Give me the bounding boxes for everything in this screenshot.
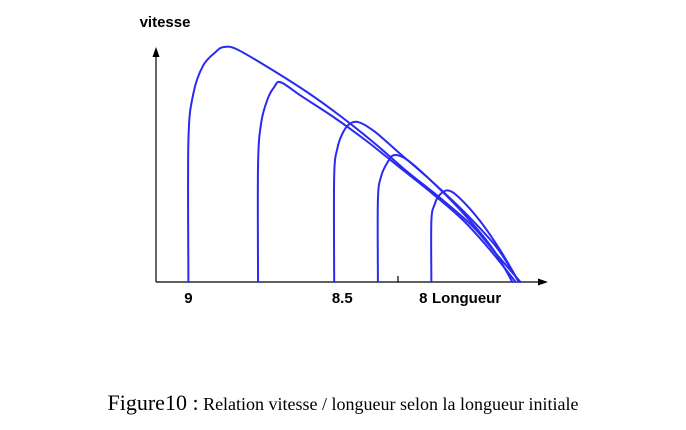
chart-axes [152,47,548,286]
y-axis-arrowhead [152,47,160,57]
figure-caption-text: Relation vitesse / longueur selon la lon… [198,394,579,414]
figure-number: Figure10 : [107,390,199,415]
series-curve-5 [430,189,520,283]
series-curve-2 [256,80,517,283]
x-tick-label-1: 9 [184,290,192,307]
x-axis-arrowhead [538,278,548,286]
series-curve-4 [376,154,514,283]
speed-length-chart: vitesse Longueur 9 8.5 8 [140,14,548,307]
series-curve-3 [332,120,520,283]
chart-curves [187,45,522,283]
series-curve-1 [187,45,522,283]
x-tick-label-2: 8.5 [332,290,353,307]
x-axis-label: Longueur [432,290,501,307]
y-axis-label: vitesse [140,14,191,31]
x-tick-labels: 9 8.5 8 [184,290,427,307]
chart-labels: vitesse Longueur [140,14,502,307]
x-tick-label-3: 8 [419,290,427,307]
figure-caption: Figure10 : Relation vitesse / longueur s… [0,390,686,416]
